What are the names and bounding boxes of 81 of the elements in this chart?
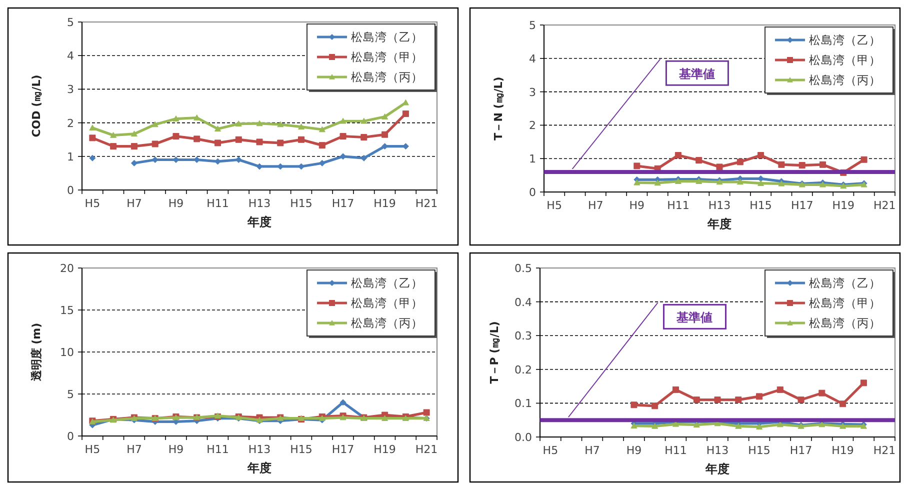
- legend-label: 松島湾（甲）: [809, 53, 881, 67]
- y-tick-label: 0: [67, 430, 74, 443]
- y-tick-label: 10: [60, 346, 74, 359]
- x-tick-label: H13: [248, 197, 271, 210]
- y-tick-label: 0.2: [514, 363, 532, 376]
- y-tick-label: 0.1: [514, 397, 532, 410]
- x-tick-label: H5: [84, 443, 100, 456]
- ref-line-label: 基準値: [676, 310, 713, 325]
- x-tick-label: H5: [546, 199, 562, 212]
- y-tick-label: 0.4: [514, 296, 532, 309]
- legend-label: 松島湾（甲）: [809, 296, 881, 310]
- x-tick-label: H15: [290, 197, 312, 210]
- x-tick-label: H21: [415, 443, 438, 456]
- y-tick-label: 2: [529, 119, 536, 132]
- y-tick-label: 5: [529, 19, 536, 32]
- y-tick-label: 15: [60, 304, 74, 317]
- y-tick-label: 0: [529, 186, 536, 199]
- y-axis-title: COD (㎎/L): [30, 74, 43, 138]
- x-tick-label: H11: [206, 197, 229, 210]
- x-tick-label: H19: [832, 199, 855, 212]
- y-tick-label: 0.5: [514, 262, 532, 275]
- y-tick-label: 2: [67, 116, 74, 130]
- x-tick-label: H17: [332, 443, 354, 456]
- x-tick-label: H15: [748, 444, 770, 457]
- y-tick-label: 4: [67, 50, 74, 63]
- legend-label: 松島湾（乙）: [351, 30, 423, 44]
- x-tick-label: H11: [664, 444, 687, 457]
- x-axis-title: 年度: [246, 461, 272, 475]
- x-tick-label: H19: [374, 443, 396, 456]
- x-tick-label: H7: [584, 444, 600, 457]
- ref-line-label: 基準値: [678, 67, 716, 82]
- y-axis-title: T－N (㎎/L): [492, 76, 505, 140]
- x-tick-label: H21: [873, 444, 896, 457]
- y-tick-label: 4: [529, 52, 536, 66]
- legend-label: 松島湾（甲）: [351, 50, 423, 64]
- x-tick-label: H7: [126, 197, 142, 210]
- y-axis-title: T－P (㎎/L): [488, 321, 501, 384]
- x-axis-title: 年度: [704, 462, 730, 476]
- x-tick-label: H9: [168, 443, 184, 456]
- x-tick-label: H21: [415, 197, 438, 210]
- y-tick-label: 0: [67, 184, 74, 197]
- x-tick-label: H9: [626, 444, 642, 457]
- x-tick-label: H17: [332, 197, 354, 210]
- legend-label: 松島湾（乙）: [351, 276, 423, 290]
- x-tick-label: H17: [790, 199, 814, 212]
- x-tick-label: H17: [790, 444, 812, 457]
- y-axis-title: 透明度 (m): [30, 322, 43, 382]
- x-tick-label: H11: [206, 443, 229, 456]
- y-tick-label: 1: [67, 150, 74, 164]
- x-axis-title: 年度: [246, 215, 272, 229]
- x-tick-label: H11: [667, 199, 690, 212]
- legend-label: 松島湾（乙）: [809, 276, 881, 290]
- x-tick-label: H7: [588, 199, 604, 212]
- y-tick-label: 5: [67, 388, 74, 401]
- x-tick-label: H13: [706, 444, 729, 457]
- x-tick-label: H19: [374, 197, 396, 210]
- y-tick-label: 3: [67, 83, 74, 96]
- legend-label: 松島湾（丙）: [809, 73, 881, 87]
- legend-label: 松島湾（乙）: [809, 33, 881, 47]
- legend-label: 松島湾（甲）: [351, 296, 423, 310]
- x-tick-label: H15: [750, 199, 772, 212]
- x-tick-label: H5: [542, 444, 558, 457]
- x-tick-label: H9: [168, 197, 184, 210]
- legend-label: 松島湾（丙）: [809, 316, 881, 330]
- x-tick-label: H7: [126, 443, 142, 456]
- x-tick-label: H13: [248, 443, 271, 456]
- x-tick-label: H5: [84, 197, 100, 210]
- y-tick-label: 5: [67, 16, 74, 29]
- x-tick-label: H9: [629, 199, 645, 212]
- x-tick-label: H19: [832, 444, 854, 457]
- y-tick-label: 0.3: [514, 330, 532, 343]
- x-tick-label: H21: [874, 199, 896, 212]
- y-tick-label: 20: [60, 262, 74, 275]
- legend-label: 松島湾（丙）: [351, 316, 423, 330]
- x-tick-label: H15: [290, 443, 312, 456]
- y-tick-label: 3: [529, 86, 536, 99]
- y-tick-label: 0.0: [514, 431, 532, 444]
- y-tick-label: 1: [529, 152, 536, 166]
- legend-label: 松島湾（丙）: [351, 70, 423, 84]
- x-tick-label: H13: [708, 199, 731, 212]
- x-axis-title: 年度: [706, 217, 732, 231]
